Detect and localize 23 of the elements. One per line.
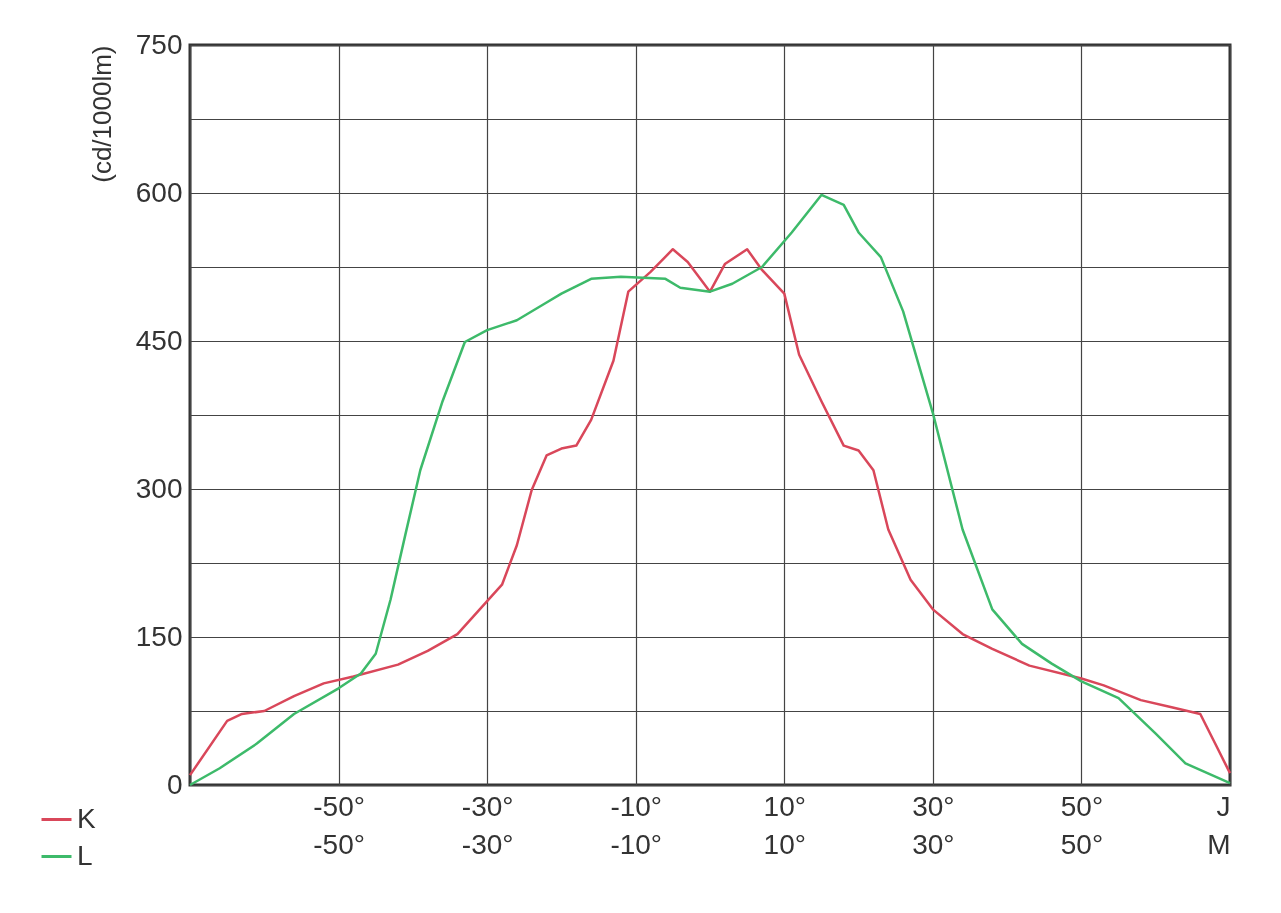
legend-label: K — [77, 802, 96, 834]
x2-tick-label: -50° — [313, 828, 365, 860]
y-tick-label: 450 — [135, 324, 183, 356]
y-tick-label: 300 — [135, 472, 183, 504]
y-tick-label: 150 — [135, 620, 183, 652]
x2-tick-label: 30° — [912, 828, 955, 860]
x-tick-label: 50° — [1060, 790, 1104, 822]
x-tick-label: -10° — [610, 790, 663, 822]
x2-tick-label: -10° — [610, 828, 663, 860]
x-tick-label: -50° — [313, 790, 365, 822]
x-tick-label: -30° — [461, 790, 514, 822]
x2-tick-label: 10° — [763, 828, 806, 860]
y-axis-title: (cd/1000lm) — [86, 45, 117, 183]
x-tick-label: 30° — [912, 790, 955, 822]
y-tick-label: 600 — [135, 176, 183, 208]
x2-tick-label: -30° — [461, 828, 514, 860]
y-tick-label: 0 — [166, 768, 183, 800]
x-tick-label: 10° — [763, 790, 806, 822]
legend-label: L — [77, 839, 93, 871]
x2-tick-label: M — [1207, 828, 1231, 860]
x2-tick-label: 50° — [1060, 828, 1104, 860]
y-tick-label: 750 — [135, 28, 183, 60]
x-tick-label: J — [1216, 790, 1231, 822]
